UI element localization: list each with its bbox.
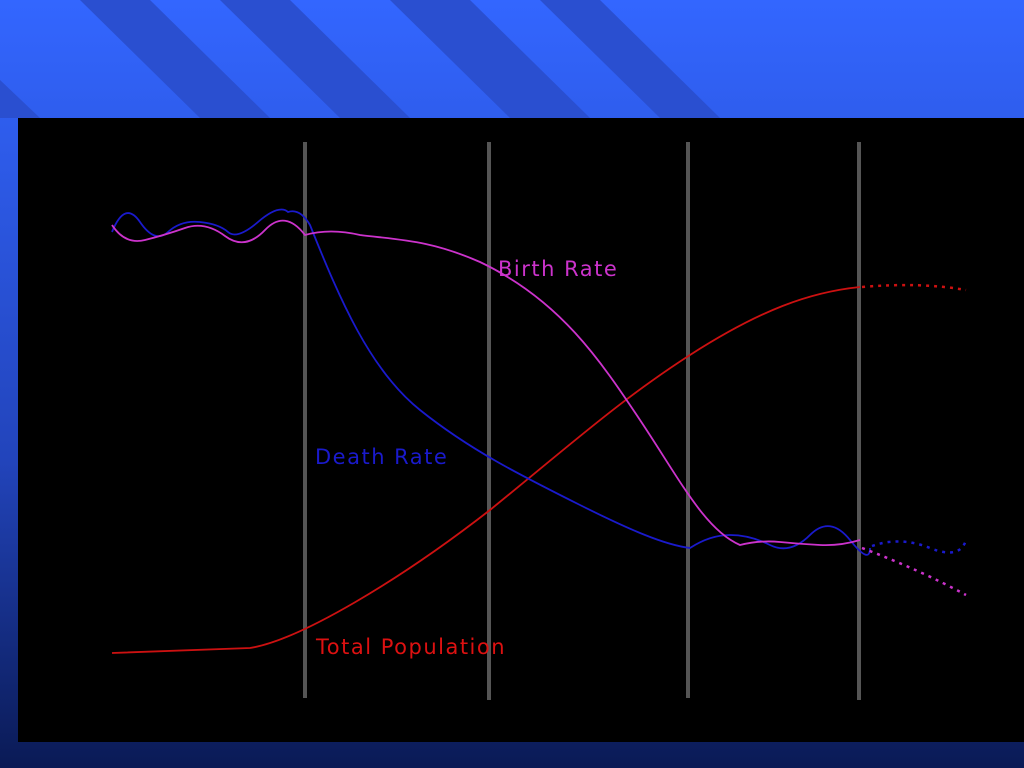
diagram-panel xyxy=(18,118,1024,742)
death-rate-label: Death Rate xyxy=(315,445,448,469)
death-rate-projection xyxy=(871,539,968,554)
stripes xyxy=(0,0,720,118)
total-population-curve xyxy=(111,286,861,654)
death-rate-curve xyxy=(111,208,871,556)
birth-rate-label: Birth Rate xyxy=(498,257,618,281)
birth-rate-curve xyxy=(111,219,861,547)
total-population-label: Total Population xyxy=(315,635,506,659)
